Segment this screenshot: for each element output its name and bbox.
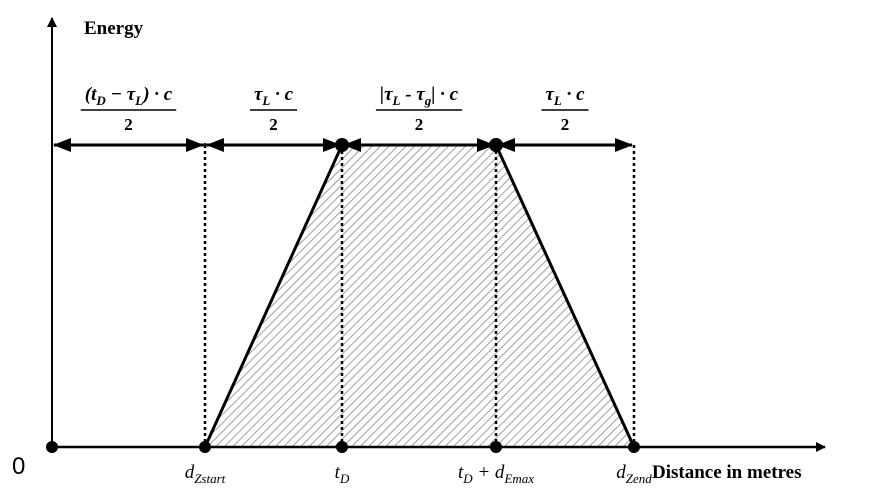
math-text: τ [545, 84, 554, 105]
points [46, 138, 640, 453]
subscript: Emax [503, 471, 534, 486]
subscript: D [462, 471, 473, 486]
math-text: (t [85, 84, 97, 105]
math-text: t [335, 462, 341, 483]
subscript: L [261, 93, 270, 108]
math-text: ) · c [141, 84, 173, 105]
math-text: d [185, 462, 195, 483]
subscript: D [95, 93, 106, 108]
denominator: 2 [124, 115, 133, 134]
numerator: τL · c [254, 84, 294, 108]
math-text: d [616, 462, 626, 483]
point-label: tD [335, 462, 350, 486]
y-axis-label: Energy [84, 18, 144, 39]
math-text: |τ [380, 84, 393, 105]
subscript: L [134, 93, 143, 108]
math-text: · c [270, 84, 293, 105]
energy-area [205, 145, 634, 447]
math-text: · c [562, 84, 585, 105]
subscript: Zstart [194, 471, 225, 486]
subscript: g [424, 93, 432, 108]
math-text: | · c [431, 84, 458, 105]
point-label: dZstart [185, 462, 226, 486]
math-text: - τ [400, 84, 425, 105]
math-text: + d [473, 462, 505, 483]
x-axis-label: Distance in metres [652, 462, 802, 483]
point-label: tD + dEmax [458, 462, 534, 486]
subscript: L [553, 93, 562, 108]
subscript: D [339, 471, 350, 486]
point-label: dZend [616, 462, 652, 486]
numerator: τL · c [545, 84, 585, 108]
math-text: τ [254, 84, 263, 105]
denominator: 2 [415, 115, 424, 134]
math-text: t [458, 462, 464, 483]
guides [203, 145, 636, 447]
numerator: |τL - τg| · c [380, 84, 459, 108]
subscript: L [392, 93, 401, 108]
subscript: Zend [626, 471, 653, 486]
denominator: 2 [269, 115, 278, 134]
origin-label: 0 [12, 453, 25, 480]
math-text: − τ [106, 84, 136, 105]
denominator: 2 [561, 115, 570, 134]
numerator: (tD − τL) · c [85, 84, 173, 108]
